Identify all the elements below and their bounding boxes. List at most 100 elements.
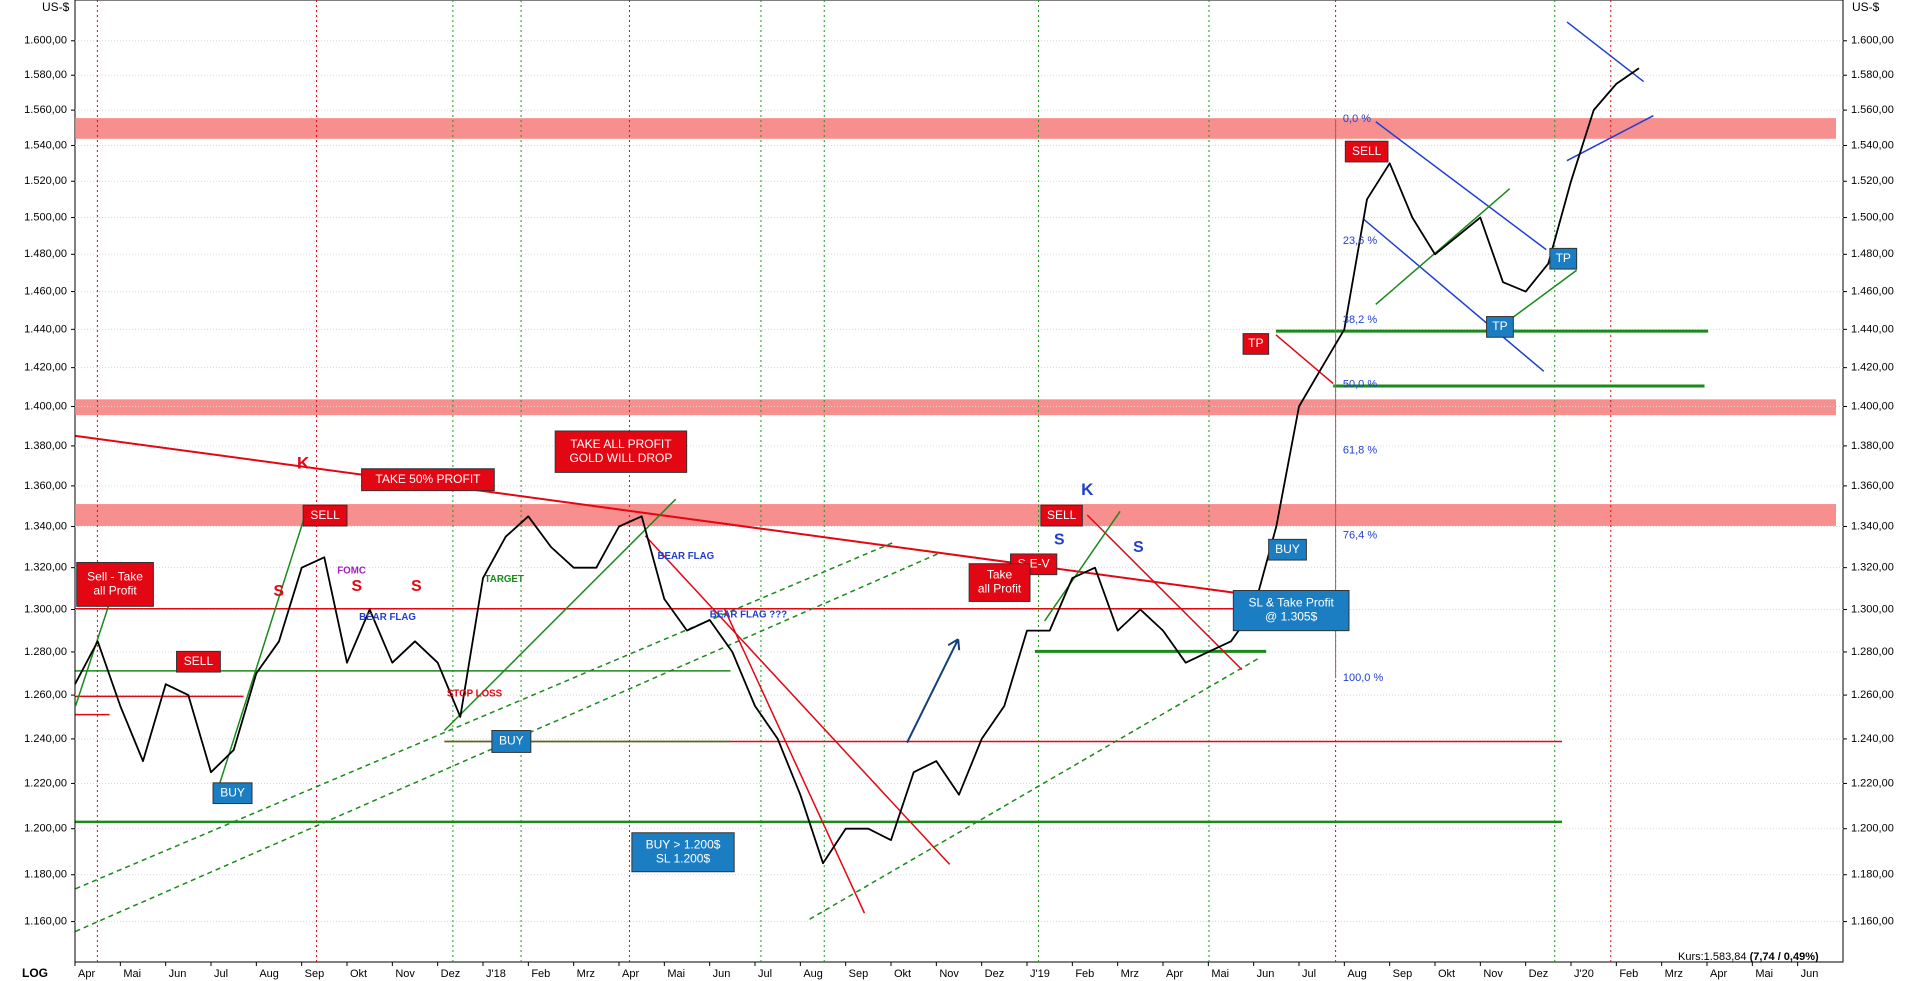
x-tick-label: Okt: [894, 968, 911, 980]
y2-tick-label: 1.340,00: [1851, 520, 1894, 532]
trendline: [1375, 188, 1511, 305]
x-tick-label: Dez: [985, 968, 1005, 980]
y2-tick-label: 1.520,00: [1851, 175, 1894, 187]
y-tick-label: 1.280,00: [24, 646, 67, 658]
annotation-text: Take: [987, 568, 1013, 582]
x-tick-label: Mai: [123, 968, 141, 980]
y2-tick-label: 1.400,00: [1851, 400, 1894, 412]
trendline: [1043, 510, 1121, 622]
x-tick-label: Apr: [622, 968, 639, 980]
chart-label: BEAR FLAG: [359, 612, 416, 623]
x-tick-label: Jun: [169, 968, 187, 980]
annotation-box: [1268, 538, 1307, 561]
y2-tick-label: 1.480,00: [1851, 248, 1894, 260]
x-tick-label: Jun: [1801, 968, 1819, 980]
annotation-text: BUY: [220, 785, 245, 799]
y-tick-label: 1.600,00: [24, 35, 67, 47]
annotation-text: @ 1.305$: [1265, 610, 1318, 624]
y2-tick-label: 1.240,00: [1851, 733, 1894, 745]
y2-tick-label: 1.580,00: [1851, 69, 1894, 81]
price-line: [74, 67, 1640, 865]
resistance-zone: [75, 399, 1836, 416]
x-tick-label: Apr: [78, 968, 95, 980]
y2-tick-label: 1.560,00: [1851, 104, 1894, 116]
x-tick-label: Nov: [395, 968, 415, 980]
y-tick-label: 1.400,00: [24, 400, 67, 412]
y2-tick-label: 1.220,00: [1851, 777, 1894, 789]
x-tick-label: Jul: [214, 968, 228, 980]
chart-label: S: [411, 578, 422, 595]
chart-label: STOP LOSS: [447, 689, 503, 700]
annotation-text: SL & Take Profit: [1248, 596, 1334, 610]
foreground-layer: 1.160,00 1.160,00 1.180,00 1.180,00 1.200,00…: [24, 35, 1894, 980]
y2-axis-unit: US-$: [1852, 0, 1880, 14]
x-tick-label: Mai: [1755, 968, 1773, 980]
x-tick-label: Sep: [849, 968, 869, 980]
x-tick-label: Feb: [531, 968, 550, 980]
annotation-text: TP: [1492, 319, 1507, 333]
x-tick-label: Jul: [1302, 968, 1316, 980]
y-tick-label: 1.440,00: [24, 323, 67, 335]
x-tick-label: Okt: [350, 968, 367, 980]
y-tick-label: 1.340,00: [24, 520, 67, 532]
y-tick-label: 1.160,00: [24, 915, 67, 927]
annotation-box: [302, 504, 348, 527]
y2-tick-label: 1.360,00: [1851, 480, 1894, 492]
chart-label: S: [274, 583, 285, 600]
x-tick-label: Jul: [758, 968, 772, 980]
annotation-text: BUY: [1275, 542, 1300, 556]
x-tick-label: Mrz: [577, 968, 595, 980]
y-tick-label: 1.480,00: [24, 248, 67, 260]
y-tick-label: 1.200,00: [24, 823, 67, 835]
y-tick-label: 1.380,00: [24, 440, 67, 452]
chart-label: BEAR FLAG ???: [710, 609, 787, 620]
annotation-text: TP: [1248, 336, 1263, 350]
y2-tick-label: 1.500,00: [1851, 211, 1894, 223]
trendline: [1566, 114, 1654, 162]
y2-tick-label: 1.200,00: [1851, 823, 1894, 835]
x-tick-label: Mrz: [1665, 968, 1683, 980]
trendline: [723, 608, 866, 914]
x-tick-label: Jun: [713, 968, 731, 980]
chart-label: K: [1081, 480, 1094, 499]
price-change: (7,74 / 0,49%): [1750, 951, 1819, 963]
x-tick-label: Mai: [1211, 968, 1229, 980]
x-tick-label: Mrz: [1121, 968, 1139, 980]
x-tick-label: Apr: [1166, 968, 1183, 980]
x-tick-label: Feb: [1619, 968, 1638, 980]
fib-label: 100,0 %: [1343, 672, 1384, 684]
annotation-text: BUY: [499, 734, 524, 748]
x-tick-label: Dez: [441, 968, 461, 980]
trendline: [218, 517, 306, 786]
y-tick-label: 1.320,00: [24, 562, 67, 574]
trendline: [1375, 121, 1547, 251]
y2-tick-label: 1.320,00: [1851, 562, 1894, 574]
annotation-text: GOLD WILL DROP: [569, 451, 672, 465]
trendline: [1363, 218, 1545, 372]
x-tick-label: Okt: [1438, 968, 1455, 980]
x-tick-label: Feb: [1075, 968, 1094, 980]
y-tick-label: 1.360,00: [24, 480, 67, 492]
y-tick-label: 1.180,00: [24, 869, 67, 881]
fib-label: 76,4 %: [1343, 530, 1377, 542]
y2-tick-label: 1.260,00: [1851, 689, 1894, 701]
x-tick-label: Mai: [667, 968, 685, 980]
annotation-box: [491, 730, 532, 753]
x-tick-label: Nov: [1483, 968, 1503, 980]
y2-tick-label: 1.380,00: [1851, 440, 1894, 452]
resistance-zone: [75, 118, 1836, 139]
annotation-text: SELL: [1047, 508, 1077, 522]
y2-tick-label: 1.540,00: [1851, 139, 1894, 151]
annotation-box: [1486, 316, 1514, 338]
y-tick-label: 1.520,00: [24, 175, 67, 187]
trendline: [809, 656, 1261, 920]
fib-label: 23,6 %: [1343, 235, 1377, 247]
trendline: [1566, 21, 1645, 83]
annotation-box: [176, 650, 221, 673]
fib-label: 50,0 %: [1343, 379, 1377, 391]
x-tick-label: J'18: [486, 968, 506, 980]
x-tick-label: Aug: [803, 968, 823, 980]
fib-label: 0,0 %: [1343, 113, 1371, 125]
trendline: [1086, 514, 1243, 671]
